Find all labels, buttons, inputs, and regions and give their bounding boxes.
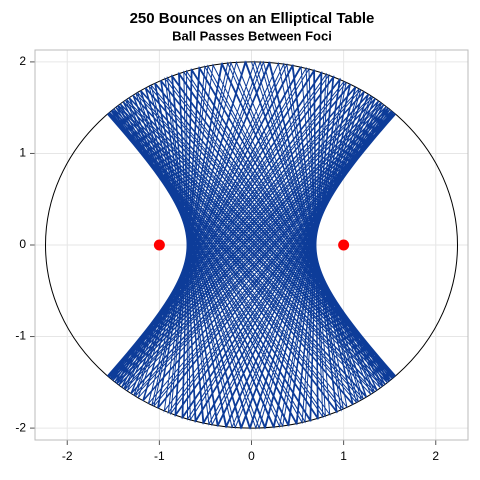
x-tick-label: -2 <box>62 449 73 463</box>
y-tick-label: 1 <box>19 146 26 160</box>
plot-frame <box>34 49 469 441</box>
y-tick-label: -2 <box>15 420 26 434</box>
chart-title: 250 Bounces on an Elliptical Table <box>130 10 375 27</box>
chart-subtitle: Ball Passes Between Foci <box>172 28 332 43</box>
x-tick-label: 0 <box>248 449 255 463</box>
focus <box>153 239 165 251</box>
y-tick-label: -1 <box>15 329 26 343</box>
focus <box>338 239 350 251</box>
y-tick-label: 2 <box>19 54 26 68</box>
x-tick-label: 1 <box>340 449 347 463</box>
x-tick-label: 2 <box>432 449 439 463</box>
x-tick-label: -1 <box>154 449 165 463</box>
y-tick-label: 0 <box>19 237 26 251</box>
trajectory <box>106 60 397 430</box>
